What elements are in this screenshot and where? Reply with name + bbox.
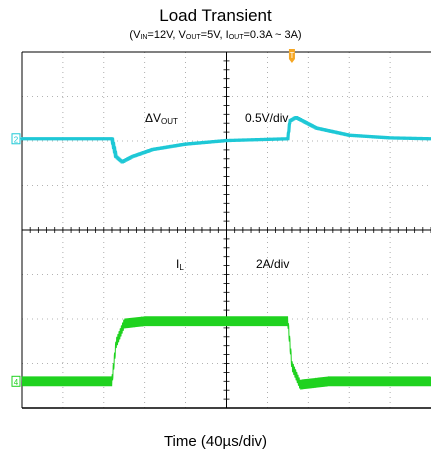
chart-title: Load Transient bbox=[159, 6, 272, 25]
vout-label: ΔVOUT bbox=[145, 111, 178, 126]
current-scale-label: 2A/div bbox=[256, 257, 289, 271]
chart-subtitle: (VIN=12V, VOUT=5V, IOUT=0.3A ~ 3A) bbox=[129, 29, 302, 41]
scope-grid bbox=[21, 51, 431, 409]
channel-2-marker-text: 2 bbox=[14, 135, 19, 144]
vout-trace bbox=[20, 115, 431, 164]
channel-2-marker: 2 bbox=[11, 133, 21, 145]
channel-4-marker: 4 bbox=[11, 375, 21, 387]
channel-4-marker-box bbox=[11, 375, 21, 387]
trigger-marker-box bbox=[288, 49, 295, 59]
vout-subscript: OUT bbox=[185, 34, 201, 41]
channel-4-marker-text: 4 bbox=[14, 378, 19, 387]
vin-subscript: IN bbox=[140, 34, 148, 41]
inductor-current-trace bbox=[21, 316, 431, 390]
iout-label: I bbox=[225, 29, 229, 41]
x-axis-label: Time (40µs/div) bbox=[163, 433, 268, 450]
inductor-current-label: IL bbox=[176, 257, 184, 272]
trigger-marker-arrow bbox=[288, 59, 295, 63]
iout-subscript: OUT bbox=[228, 34, 244, 41]
vin-value: =12V, bbox=[147, 29, 179, 41]
vin-label: V bbox=[133, 29, 141, 41]
trigger-marker-text: T bbox=[289, 51, 294, 60]
channel-2-marker-box bbox=[11, 133, 21, 145]
iout-value: =0.3A ~ 3A) bbox=[243, 29, 302, 41]
scope-labels: T 2 4 ΔVOUT 0.5V/div IL 2A/div bbox=[11, 49, 295, 387]
vout-value: =5V, bbox=[200, 29, 226, 41]
scope-traces bbox=[20, 115, 431, 390]
trigger-marker: T bbox=[288, 49, 295, 63]
vout-label: V bbox=[178, 29, 186, 41]
vout-scale-label: 0.5V/div bbox=[245, 111, 288, 125]
